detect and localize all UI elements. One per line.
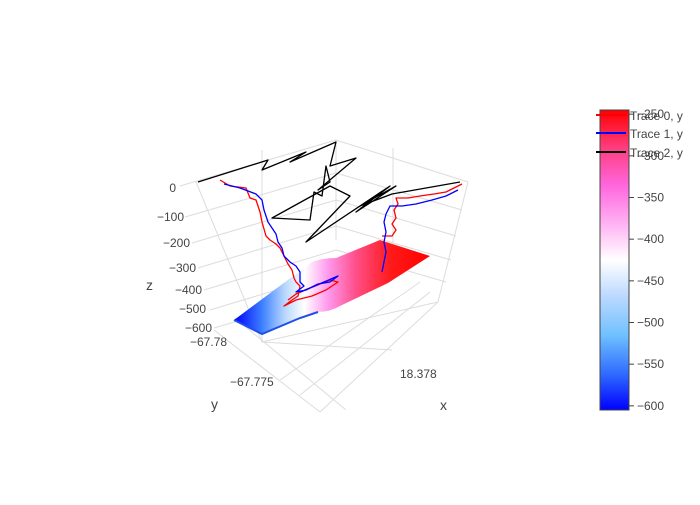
z-axis: 0 −100 −200 −300 −400 −500 −600 bbox=[157, 181, 212, 335]
surface bbox=[233, 240, 430, 336]
legend-label: Trace 0, y bbox=[630, 109, 683, 123]
z-tick-label: −400 bbox=[175, 283, 202, 297]
surface-edge bbox=[233, 311, 319, 336]
scene-grid bbox=[179, 139, 469, 413]
legend-label: Trace 2, y bbox=[630, 146, 683, 160]
z-tick-label: −200 bbox=[163, 236, 190, 250]
colorbar-tick-label: −550 bbox=[637, 357, 664, 371]
y-tick-label: −67.78 bbox=[190, 335, 227, 349]
colorbar-ticks: −250 −300 −350 −400 −450 −500 −550 −600 bbox=[629, 107, 664, 413]
colorbar-tick-label: −350 bbox=[637, 191, 664, 205]
z-tick-label: −600 bbox=[185, 321, 212, 335]
y-tick-label: −67.775 bbox=[230, 375, 274, 389]
series-line-trace-1 bbox=[223, 183, 459, 293]
legend-item[interactable]: Trace 2, y bbox=[596, 146, 683, 160]
colorbar-tick-label: −250 bbox=[637, 107, 664, 121]
z-tick-label: −100 bbox=[157, 210, 184, 224]
x-axis-label: x bbox=[440, 397, 447, 413]
legend-label: Trace 1, y bbox=[630, 127, 683, 141]
colorbar-tick-label: −300 bbox=[637, 149, 664, 163]
series-line-trace-2 bbox=[197, 141, 461, 243]
colorbar-tick-label: −500 bbox=[637, 316, 664, 330]
z-axis-label: z bbox=[146, 277, 153, 293]
colorbar-tick-label: −450 bbox=[637, 274, 664, 288]
x-tick-label: 18.378 bbox=[400, 367, 437, 381]
colorbar: −250 −300 −350 −400 −450 −500 −550 −600 bbox=[599, 107, 664, 413]
colorbar-tick-label: −400 bbox=[637, 232, 664, 246]
y-axis-label: y bbox=[211, 396, 218, 412]
legend-item[interactable]: Trace 1, y bbox=[596, 127, 683, 141]
colorbar-tick-label: −600 bbox=[637, 399, 664, 413]
z-tick-label: −300 bbox=[169, 261, 196, 275]
series-line-trace-0 bbox=[219, 179, 463, 307]
trace-layer bbox=[197, 141, 463, 307]
surface-body bbox=[234, 240, 430, 334]
colorbar-gradient bbox=[599, 109, 630, 411]
legend-item[interactable]: Trace 0, y bbox=[596, 109, 683, 123]
legend: Trace 0, y Trace 1, y Trace 2, y bbox=[596, 109, 683, 160]
z-tick-label: −500 bbox=[179, 302, 206, 316]
z-tick-label: 0 bbox=[169, 181, 176, 195]
